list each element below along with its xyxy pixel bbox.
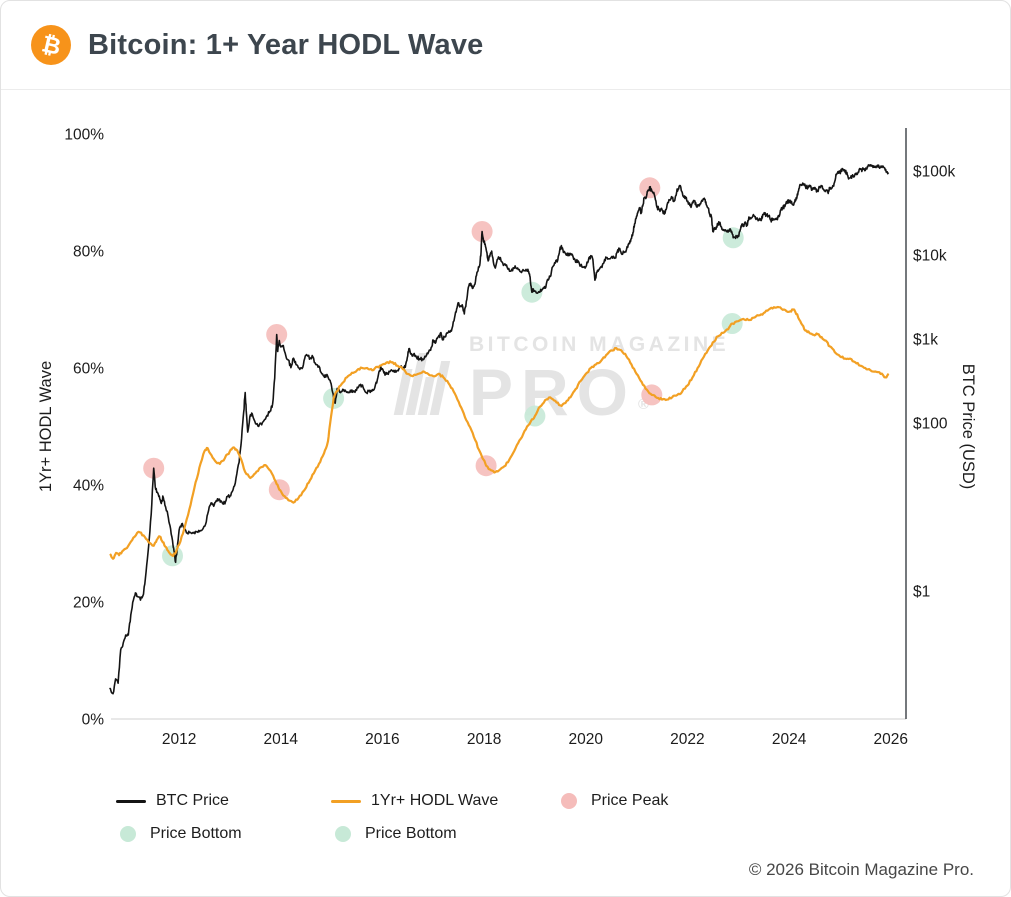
legend-item-price-bottom-1[interactable]: Price Bottom	[116, 822, 331, 846]
watermark-line1: BITCOIN MAGAZINE	[469, 333, 730, 356]
x-axis-tick-label: 2016	[365, 731, 399, 748]
legend-item-btc-price[interactable]: BTC Price	[116, 789, 331, 813]
right-axis-tick-label: $100k	[913, 163, 955, 180]
left-axis-tick-label: 40%	[73, 478, 104, 495]
right-axis-tick-label: $100	[913, 416, 948, 433]
chart-legend: BTC Price 1Yr+ HODL Wave Price Peak Pric…	[1, 789, 1010, 846]
left-axis-tick-label: 60%	[73, 361, 104, 378]
watermark: BITCOIN MAGAZINE PRO ®	[379, 333, 729, 425]
hodl-wave-chart[interactable]: 0% 20% 40% 60% 80% 100% $1 $100 $1k $10k $100k 2012…	[1, 90, 1011, 765]
legend-label-price-bottom-2: Price Bottom	[365, 825, 457, 842]
copyright: © 2026 Bitcoin Magazine Pro.	[748, 860, 974, 879]
price-bottom-circle-swatch	[335, 826, 351, 842]
legend-label-btc-price: BTC Price	[156, 792, 229, 809]
price-peak-circle-swatch	[561, 793, 577, 809]
price-bottom-circle-swatch	[120, 826, 136, 842]
left-axis-title: 1Yr+ HODL Wave	[37, 361, 55, 492]
x-axis-tick-label: 2018	[467, 731, 501, 748]
x-axis-tick-label: 2014	[264, 731, 299, 748]
watermark-logo-icon	[393, 353, 451, 415]
header: ₿ Bitcoin: 1+ Year HODL Wave	[1, 1, 1010, 90]
right-axis-title: BTC Price (USD)	[959, 364, 977, 490]
right-axis-tick-label: $10k	[913, 247, 947, 264]
registered-mark: ®	[638, 396, 650, 413]
page-title: Bitcoin: 1+ Year HODL Wave	[88, 28, 484, 61]
x-axis-tick-label: 2022	[670, 731, 704, 748]
btc-price-line-swatch	[116, 799, 146, 803]
hodl-wave-line	[109, 305, 890, 560]
btc-price-line	[109, 164, 890, 695]
legend-label-price-bottom-1: Price Bottom	[150, 825, 242, 842]
legend-item-hodl-wave[interactable]: 1Yr+ HODL Wave	[331, 789, 557, 813]
legend-item-price-peak[interactable]: Price Peak	[557, 789, 1010, 813]
legend-item-price-bottom-2[interactable]: Price Bottom	[331, 822, 557, 846]
right-axis-tick-label: $1	[913, 584, 930, 601]
left-axis-tick-label: 80%	[73, 244, 104, 261]
left-axis-tick-label: 100%	[64, 127, 104, 144]
x-axis-tick-label: 2026	[874, 731, 908, 748]
bitcoin-glyph: ₿	[39, 29, 64, 60]
x-axis-tick-label: 2012	[162, 731, 196, 748]
bitcoin-logo-icon: ₿	[31, 25, 71, 65]
left-axis-tick-label: 20%	[73, 595, 104, 612]
legend-label-hodl-wave: 1Yr+ HODL Wave	[371, 792, 499, 809]
watermark-line2: PRO ®	[469, 355, 650, 429]
hodl-wave-line-swatch	[331, 799, 361, 803]
legend-label-price-peak: Price Peak	[591, 792, 669, 809]
x-axis-tick-label: 2024	[772, 731, 807, 748]
chart-area: BITCOIN MAGAZINE PRO ® 0% 20% 40% 60% 80% 100%…	[1, 90, 1010, 765]
watermark-text: BITCOIN MAGAZINE PRO ®	[469, 333, 729, 425]
x-axis-tick-label: 2020	[569, 731, 604, 748]
right-axis-tick-label: $1k	[913, 332, 938, 349]
left-axis-tick-label: 0%	[82, 712, 105, 729]
